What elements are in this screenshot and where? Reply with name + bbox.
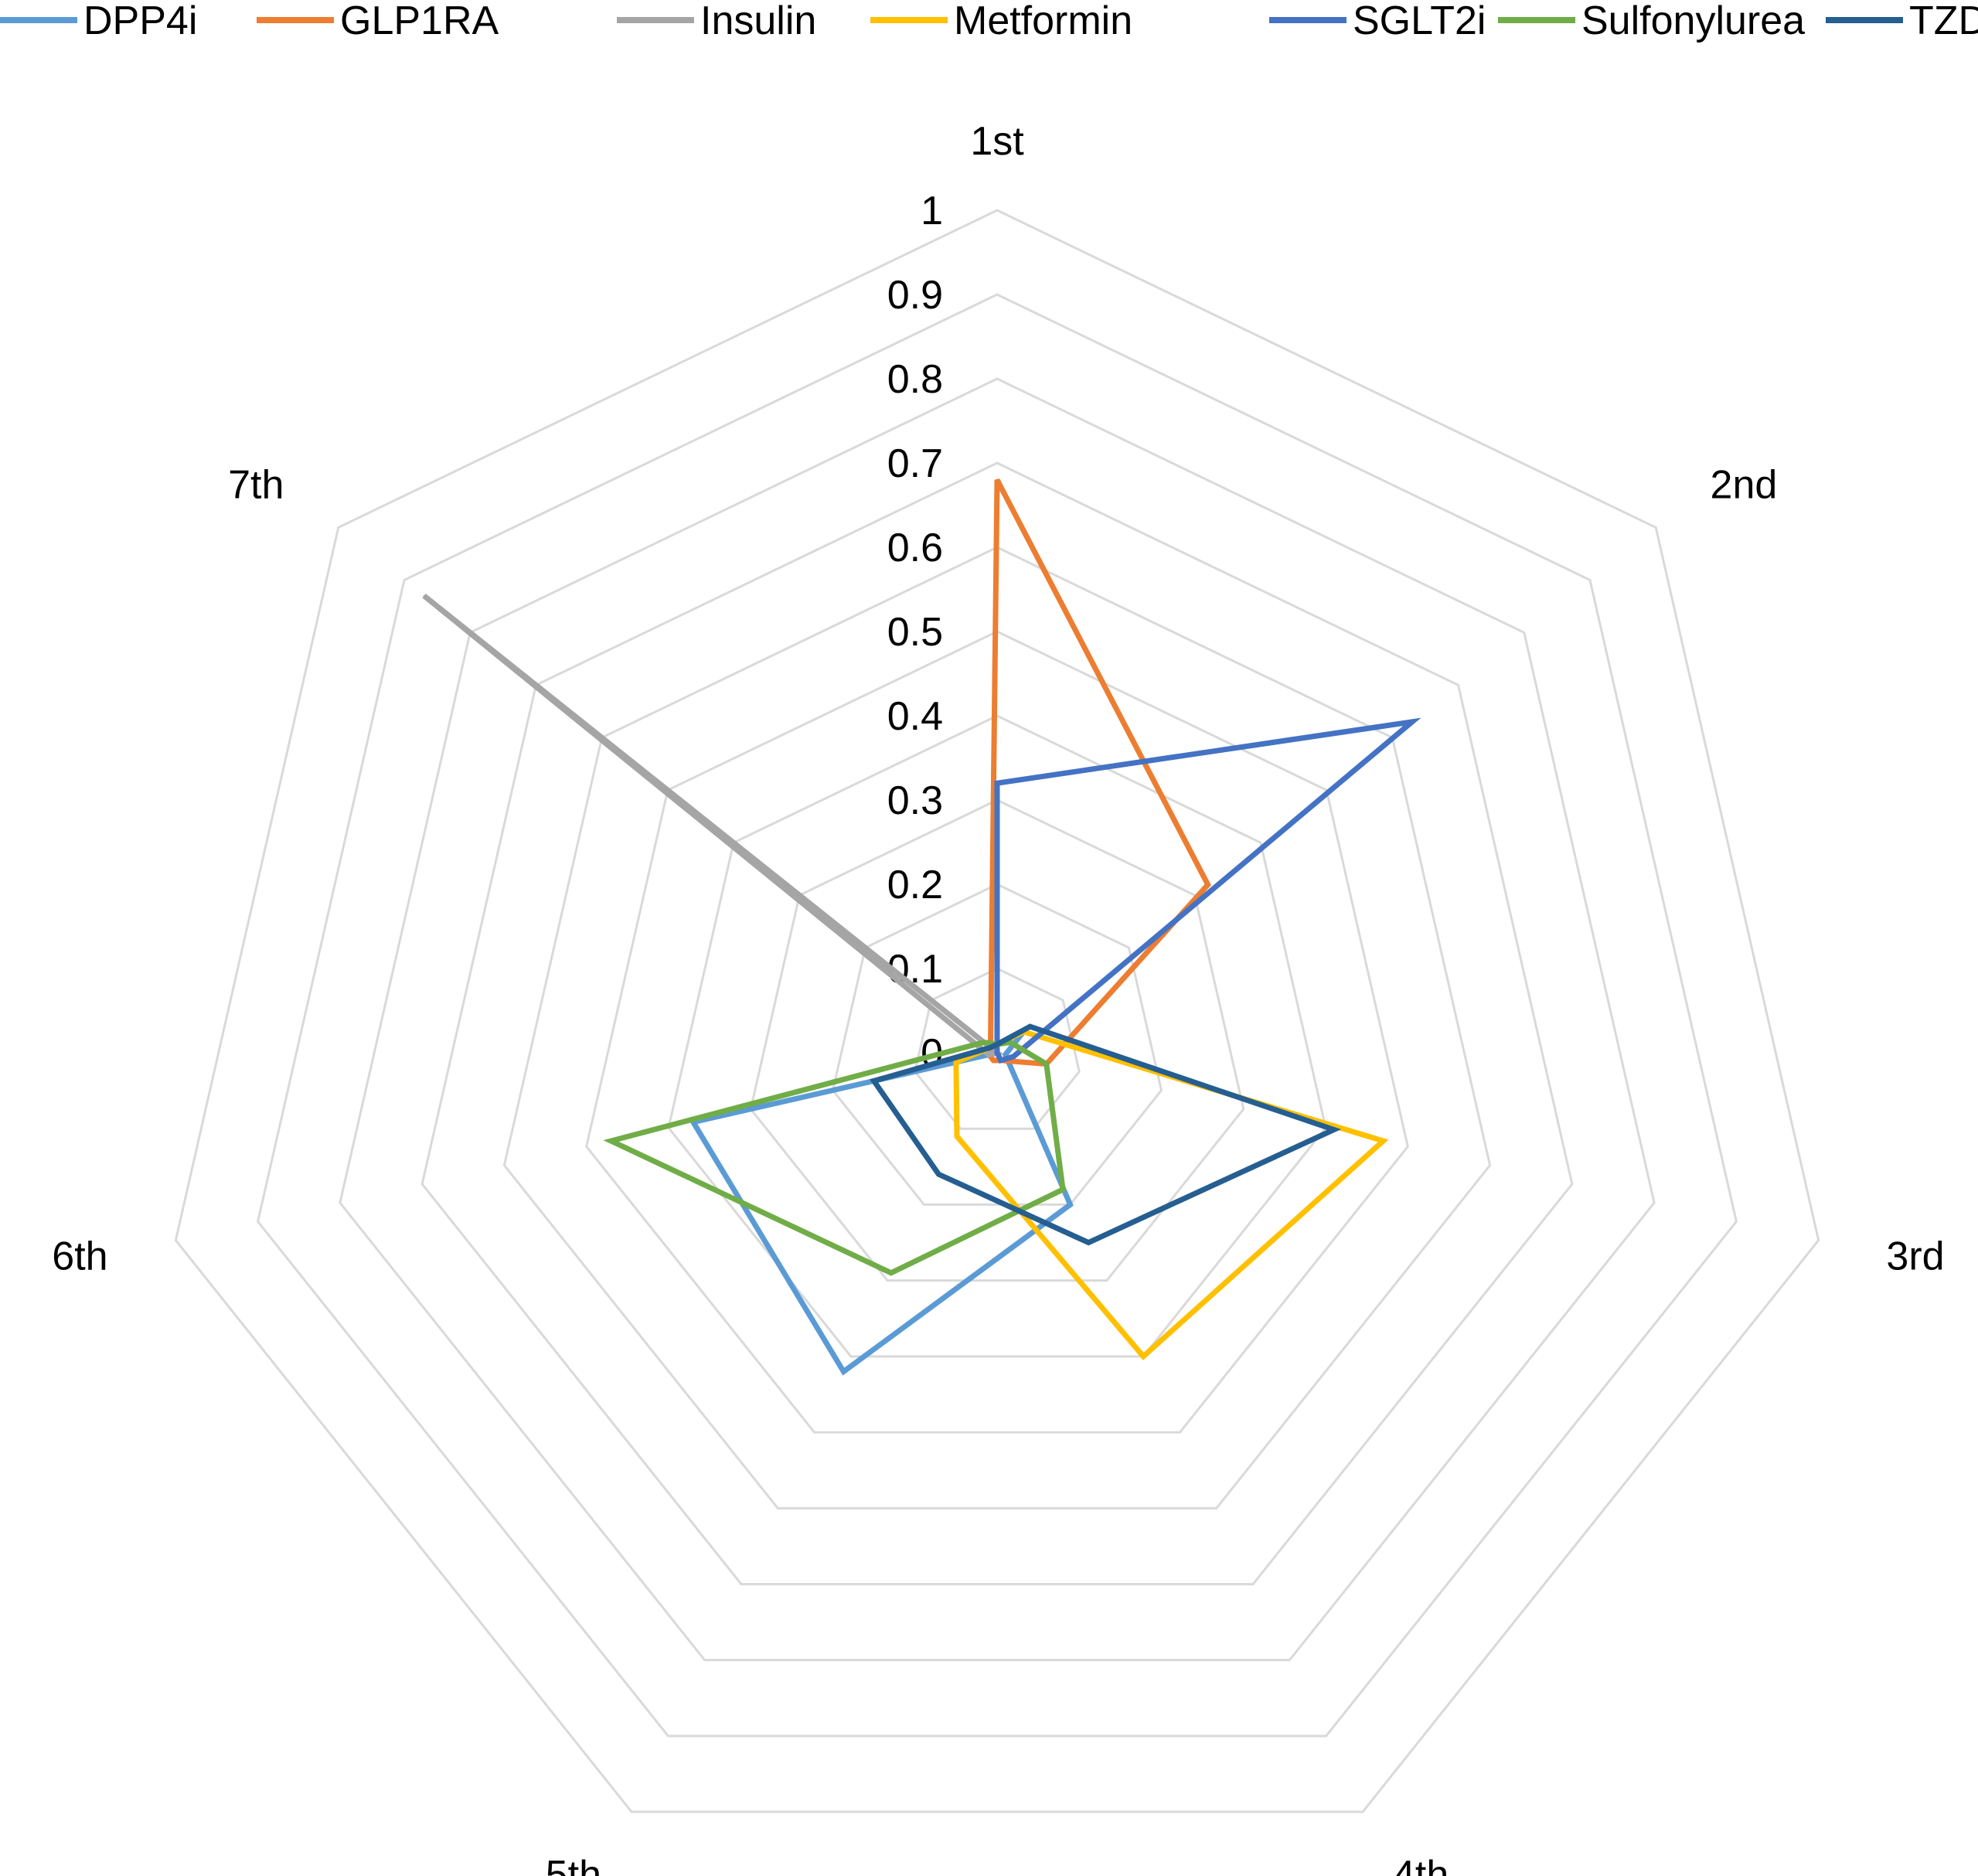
series-point: [1411, 721, 1413, 723]
radial-tick-label: 0.4: [887, 694, 943, 739]
category-label: 7th: [228, 462, 284, 507]
category-label: 2nd: [1711, 462, 1778, 507]
legend: DPP4i GLP1RA Insulin Metformin SGLT2i Sulfony…: [0, 0, 1978, 43]
series-point: [1333, 1129, 1335, 1130]
radial-tick-label: 0.9: [887, 273, 943, 318]
category-label: 6th: [52, 1234, 107, 1279]
series-point: [611, 1140, 612, 1142]
radial-axis-ticks: 00.10.20.30.40.50.60.70.80.91: [887, 189, 943, 1076]
series-point: [424, 595, 425, 597]
series-point: [983, 1041, 985, 1043]
series-point: [843, 1370, 844, 1372]
series-point: [938, 1173, 939, 1175]
category-label: 5th: [546, 1853, 601, 1876]
category-label: 4th: [1393, 1853, 1449, 1876]
series-point: [955, 1061, 957, 1063]
legend-label: DPP4i: [83, 0, 197, 43]
series-point: [988, 1054, 989, 1055]
category-label: 3rd: [1886, 1234, 1944, 1279]
series-point: [1142, 1356, 1144, 1357]
legend-label: GLP1RA: [340, 0, 499, 43]
series-point: [873, 1080, 875, 1081]
series-point: [996, 1044, 998, 1045]
series-point: [1382, 1140, 1384, 1142]
radial-tick-label: 1: [921, 189, 943, 233]
series-line: [956, 1032, 1384, 1357]
series-point: [1070, 1204, 1071, 1205]
radial-tick-label: 0.6: [887, 526, 943, 570]
radial-tick-label: 0.3: [887, 778, 943, 823]
series-point: [956, 1135, 958, 1137]
series-point: [1005, 1054, 1006, 1055]
series-point: [890, 1272, 892, 1274]
category-label: 1st: [970, 119, 1024, 164]
series-point: [1207, 884, 1209, 886]
legend-label: Sulfonylurea: [1581, 0, 1805, 43]
series-point: [992, 1060, 994, 1061]
series-point: [1013, 1056, 1014, 1057]
series-point: [1088, 1242, 1089, 1244]
series-point: [1009, 1041, 1011, 1043]
series-point: [996, 1052, 998, 1054]
series-point: [1000, 1060, 1002, 1061]
series-point: [996, 782, 998, 784]
legend-label: TZDs: [1909, 0, 1978, 43]
radial-tick-label: 0.5: [887, 610, 943, 655]
radial-tick-label: 0.2: [887, 863, 943, 907]
legend-label: Insulin: [700, 0, 816, 43]
radial-tick-label: 0.8: [887, 357, 943, 402]
series-point: [1046, 1064, 1047, 1065]
series-line: [989, 480, 1207, 1064]
radial-tick-label: 0.7: [887, 441, 943, 486]
series-line: [424, 596, 997, 1055]
series-point: [989, 1047, 991, 1048]
legend-label: Metformin: [954, 0, 1132, 43]
legend-label: SGLT2i: [1353, 0, 1486, 43]
series-point: [996, 479, 998, 481]
series-point: [1030, 1026, 1031, 1027]
series-point: [1062, 1189, 1064, 1190]
